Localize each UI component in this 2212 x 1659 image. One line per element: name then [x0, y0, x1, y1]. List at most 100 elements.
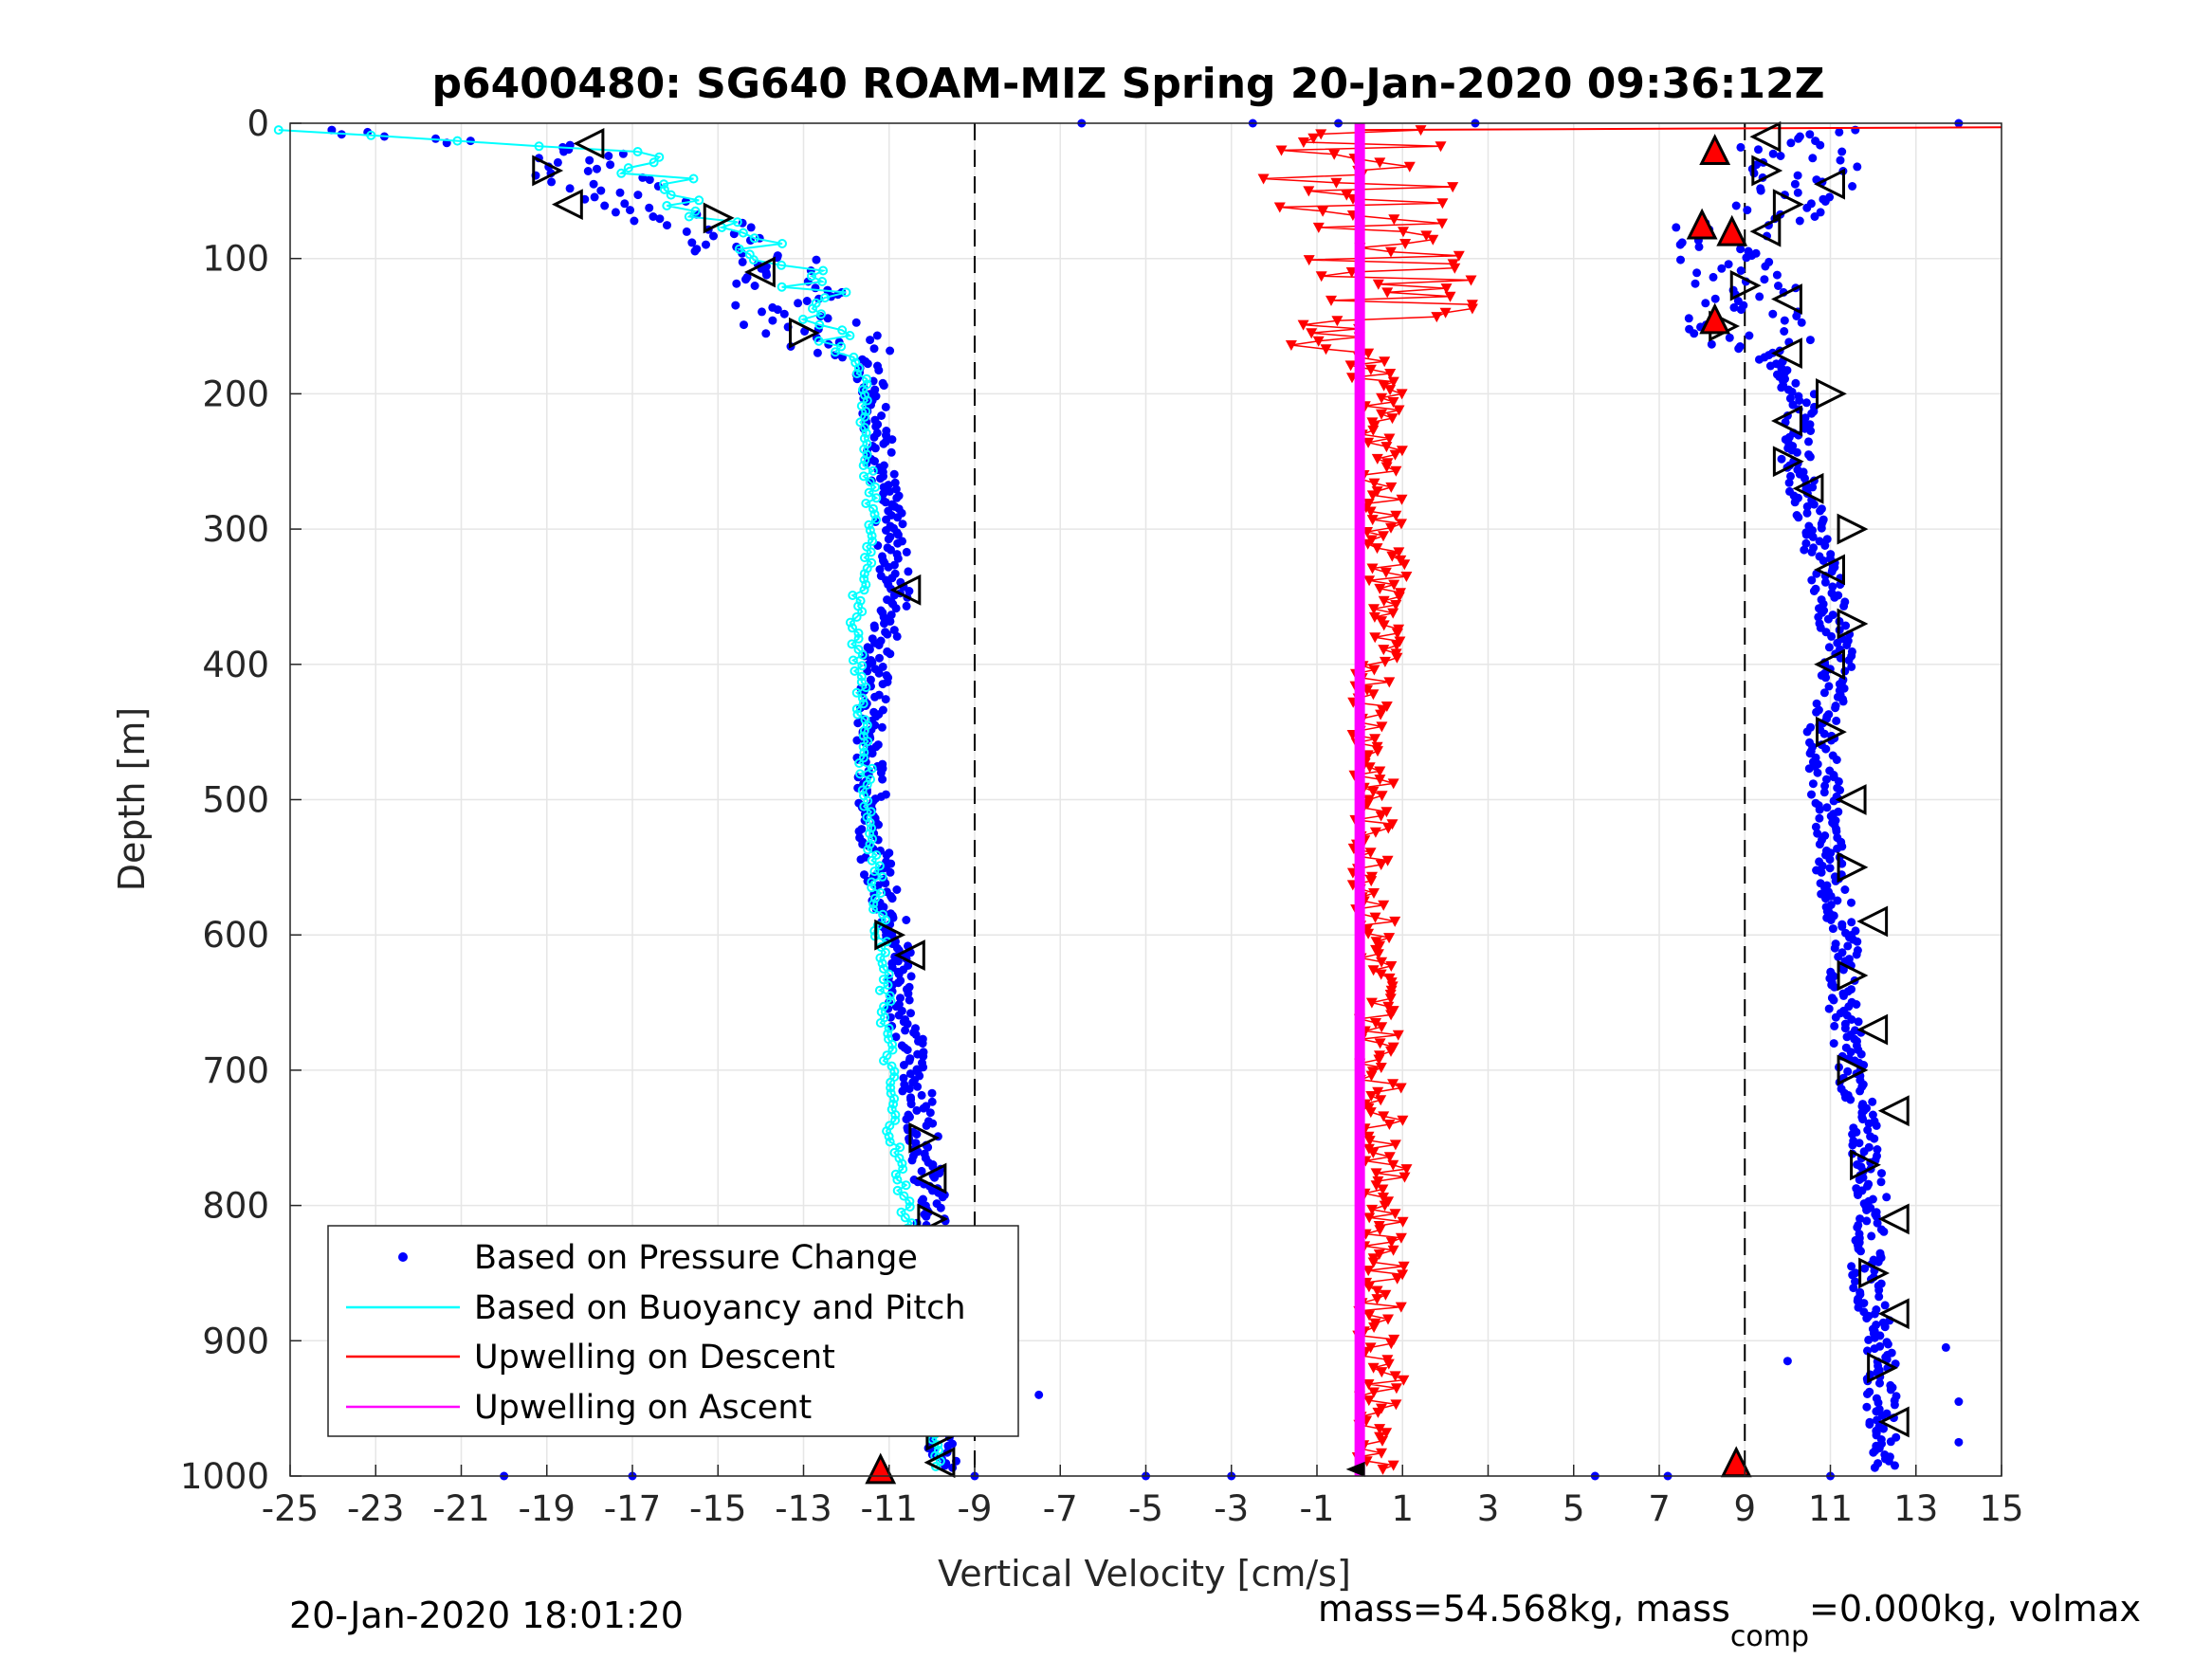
pressure-change-point: [887, 447, 896, 457]
pressure-change-point: [1690, 329, 1699, 338]
pressure-change-point: [906, 1100, 916, 1109]
buoyancy-pitch-point: [366, 130, 376, 140]
pressure-change-point: [889, 469, 899, 479]
upwelling-descent-point: [1374, 1038, 1386, 1049]
pressure-change-point: [1816, 506, 1825, 516]
pressure-change-point: [879, 439, 888, 448]
buoyancy-pitch-point: [867, 877, 877, 887]
x-tick-label: 11: [1808, 1488, 1853, 1529]
buoyancy-pitch-point: [871, 493, 882, 503]
profile-triangle-marker: [1749, 120, 1782, 153]
upwelling-descent-point: [1375, 1095, 1387, 1106]
pressure-change-point: [888, 913, 898, 922]
upwelling-descent-point: [1372, 1407, 1384, 1418]
pressure-change-point: [892, 631, 902, 641]
buoyancy-pitch-point: [734, 244, 744, 254]
buoyancy-pitch-point: [814, 336, 824, 346]
profile-triangle-marker: [1858, 1257, 1890, 1289]
buoyancy-pitch-point: [931, 1462, 941, 1471]
profile-triangle-marker: [1877, 1095, 1910, 1127]
upwelling-descent-point: [1307, 133, 1320, 144]
pressure-change-point: [740, 320, 748, 330]
buoyancy-pitch-point: [905, 1202, 915, 1212]
pressure-change-point: [1848, 1140, 1857, 1150]
buoyancy-pitch-point: [841, 287, 851, 298]
pressure-change-point: [925, 1108, 935, 1118]
upwelling-descent-point: [1373, 1249, 1385, 1260]
upwelling-descent-point: [1362, 1266, 1375, 1277]
pressure-change-point: [1883, 1340, 1892, 1349]
pressure-change-point: [1768, 309, 1778, 319]
upwelling-descent-point: [1397, 1216, 1409, 1228]
upwelling-descent-point: [1379, 356, 1391, 368]
y-tick-label: 1000: [180, 1456, 269, 1497]
pressure-change-point: [1859, 1147, 1869, 1157]
pressure-change-point: [1805, 130, 1815, 139]
buoyancy-pitch-point: [858, 461, 868, 470]
buoyancy-pitch-point: [868, 904, 878, 915]
pressure-change-point: [911, 1139, 921, 1148]
buoyancy-pitch-point: [848, 655, 858, 665]
upwelling-descent-point: [1325, 295, 1337, 306]
pressure-change-point: [1872, 1212, 1881, 1221]
upwelling-descent-point: [1317, 206, 1329, 217]
mass-suffix: =0.000kg, volmax: [1809, 1588, 2141, 1630]
legend-pressure-marker: [398, 1252, 408, 1262]
pressure-change-point: [1831, 1012, 1840, 1022]
pressure-change-point: [904, 989, 913, 998]
upwelling-descent-point: [1380, 807, 1393, 818]
upwelling-descent-point: [1376, 1367, 1388, 1378]
profile-triangle-marker: [1837, 959, 1869, 992]
pressure-change-point: [559, 147, 569, 156]
x-tick-label: -11: [861, 1488, 918, 1529]
upwelling-descent-point: [1273, 202, 1286, 213]
buoyancy-pitch-point: [877, 958, 887, 969]
buoyancy-pitch-point: [836, 341, 847, 352]
pressure-change-point: [1873, 1145, 1882, 1154]
buoyancy-pitch-point: [871, 515, 882, 525]
legend-label: Based on Buoyancy and Pitch: [474, 1289, 966, 1327]
pressure-change-point: [922, 1121, 931, 1130]
pressure-change-point: [886, 346, 895, 356]
upwelling-descent-surface-streak: [1360, 126, 2002, 132]
upwelling-descent-point: [1368, 665, 1380, 676]
pressure-change-point: [1816, 140, 1825, 150]
pressure-change-point: [1830, 982, 1839, 992]
upwelling-descent-point: [1362, 1282, 1375, 1293]
pressure-change-point: [1760, 275, 1769, 284]
pressure-change-point: [919, 1103, 928, 1113]
buoyancy-pitch-point: [831, 347, 840, 357]
profile-triangle-marker: [1771, 283, 1802, 315]
profile-triangle-marker: [573, 127, 605, 159]
legend-label: Upwelling on Ascent: [474, 1389, 812, 1427]
upwelling-descent-point: [1376, 791, 1388, 802]
pressure-change-point: [1833, 896, 1842, 905]
pressure-change-point: [1941, 1342, 1950, 1352]
buoyancy-pitch-point: [890, 1115, 901, 1125]
pressure-change-point: [1863, 1390, 1872, 1398]
pressure-change-point: [1761, 262, 1770, 271]
footer-mass-info: mass=54.568kg, masscomp=0.000kg, volmax: [1318, 1588, 2141, 1653]
upwelling-descent-point: [1383, 933, 1396, 944]
buoyancy-pitch-point: [867, 531, 877, 541]
pressure-change-point: [1736, 142, 1746, 152]
profile-triangle-marker: [1867, 1352, 1899, 1384]
pressure-change-point: [907, 1156, 917, 1165]
pressure-change-point: [879, 489, 888, 499]
pressure-change-point: [1793, 171, 1802, 180]
pressure-change-point: [1814, 612, 1823, 622]
pressure-change-point: [902, 1115, 911, 1124]
pressure-change-point: [1826, 916, 1836, 924]
pressure-change-point: [813, 348, 822, 357]
profile-triangle-marker: [1771, 337, 1802, 370]
buoyancy-pitch-point: [862, 449, 872, 460]
buoyancy-pitch-point: [859, 471, 868, 482]
upwelling-descent-point: [1385, 1010, 1398, 1021]
pressure-change-point: [1729, 302, 1739, 312]
pressure-change-point: [1801, 530, 1811, 539]
pressure-change-point: [1813, 829, 1822, 838]
pressure-change-point: [1954, 1437, 1964, 1447]
pressure-change-point: [856, 855, 866, 865]
buoyancy-pitch-point: [861, 499, 871, 508]
pressure-change-point: [1860, 1264, 1870, 1273]
